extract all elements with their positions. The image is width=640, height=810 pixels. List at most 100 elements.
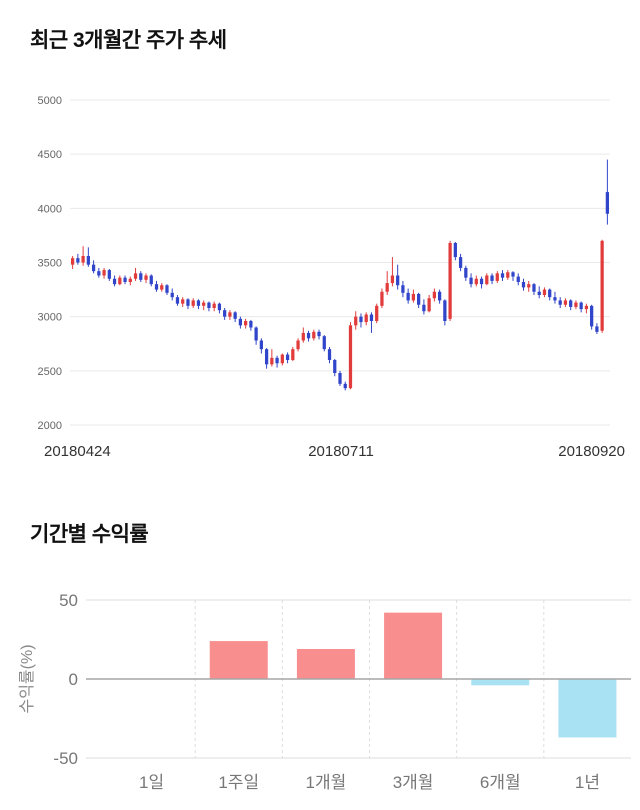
candle-up: [291, 349, 295, 360]
candle-up: [584, 305, 589, 310]
candle-up: [427, 298, 431, 312]
candle-up: [411, 293, 416, 301]
y-tick-label: 2000: [38, 420, 62, 432]
category-label: 1일: [139, 773, 164, 792]
candle-down: [322, 336, 326, 350]
candle-down: [605, 192, 610, 214]
candle-up: [432, 291, 436, 299]
y-tick-label: 2500: [38, 366, 62, 378]
candle-up: [296, 340, 300, 350]
candle-down: [165, 285, 169, 293]
candle-up: [212, 303, 216, 308]
candle-down: [453, 243, 457, 258]
candle-down: [590, 305, 594, 327]
candle-up: [270, 357, 274, 365]
candle-up: [380, 291, 384, 306]
y-tick-label: 5000: [38, 95, 62, 107]
candle-down: [86, 256, 90, 265]
candle-down: [91, 264, 96, 272]
candle-up: [133, 273, 138, 279]
candle-up: [506, 272, 510, 278]
candle-down: [327, 349, 332, 360]
candle-up: [375, 305, 379, 321]
candle-down: [500, 273, 505, 278]
candle-down: [254, 327, 258, 341]
category-label: 1년: [575, 773, 600, 792]
candle-down: [437, 291, 442, 301]
candle-down: [521, 282, 526, 288]
candle-down: [338, 373, 342, 384]
candle-up: [301, 332, 305, 341]
candle-down: [458, 257, 463, 268]
positive-return-bar: [384, 612, 443, 679]
candle-up: [485, 275, 489, 285]
y-tick-label: 3000: [38, 312, 62, 324]
candle-down: [76, 258, 80, 263]
positive-return-bar: [296, 648, 355, 679]
candle-down: [443, 300, 447, 321]
candle-down: [532, 284, 536, 292]
candle-up: [128, 278, 132, 282]
candle-down: [275, 357, 279, 364]
candle-up: [118, 277, 122, 285]
y-tick-label: 3500: [38, 258, 62, 270]
candle-up: [390, 275, 395, 284]
candle-down: [264, 349, 269, 365]
candle-down: [333, 360, 337, 373]
candle-down: [490, 275, 494, 281]
candle-down: [139, 273, 143, 280]
candle-up: [160, 285, 164, 290]
candle-down: [343, 383, 347, 389]
candle-down: [149, 275, 153, 285]
x-axis-date-label: 20180711: [308, 443, 374, 460]
candle-down: [396, 275, 400, 286]
candle-down: [259, 340, 263, 350]
y-tick-label: -50: [53, 749, 78, 768]
candle-up: [574, 302, 578, 307]
candle-down: [537, 291, 541, 295]
candle-down: [238, 318, 243, 326]
candle-down: [569, 300, 573, 307]
candle-down: [186, 299, 190, 306]
candle-down: [401, 285, 405, 293]
category-label: 1개월: [306, 773, 347, 792]
candle-down: [406, 292, 410, 301]
period-returns-bar-chart: 50 0 -50 수익률(%) 1일 1주일 1개월 3개월 6개월 1년: [18, 591, 631, 792]
candle-down: [369, 314, 374, 321]
candle-down: [558, 300, 562, 305]
candle-up: [181, 299, 185, 304]
candle-up: [280, 354, 284, 364]
candle-down: [196, 300, 201, 306]
category-label: 6개월: [480, 773, 521, 792]
candle-down: [469, 277, 473, 285]
period-returns-title: 기간별 수익률: [30, 523, 149, 546]
candle-down: [511, 272, 515, 277]
candle-down: [107, 270, 111, 279]
candle-up: [600, 240, 604, 331]
candle-down: [97, 271, 101, 276]
candle-up: [144, 275, 148, 280]
x-axis-date-label: 20180920: [558, 443, 625, 460]
positive-return-bar: [209, 641, 268, 679]
candle-down: [516, 276, 520, 282]
candle-down: [123, 277, 127, 282]
candle-down: [548, 289, 552, 298]
candle-down: [223, 310, 227, 317]
candle-up: [348, 325, 353, 389]
candle-down: [207, 302, 211, 308]
candle-up: [385, 283, 389, 292]
candle-down: [112, 278, 117, 285]
candle-down: [154, 284, 159, 290]
candle-up: [70, 258, 75, 265]
negative-return-bar: [471, 679, 530, 686]
candle-down: [217, 303, 222, 311]
candle-down: [479, 278, 484, 285]
category-label: 1주일: [218, 773, 259, 792]
candle-down: [285, 354, 290, 360]
y-axis-label: 수익률(%): [18, 644, 36, 713]
negative-return-bar: [558, 679, 617, 738]
candle-up: [244, 321, 248, 326]
candle-up: [102, 270, 106, 276]
candle-down: [579, 302, 583, 310]
y-tick-label: 4000: [38, 203, 62, 215]
